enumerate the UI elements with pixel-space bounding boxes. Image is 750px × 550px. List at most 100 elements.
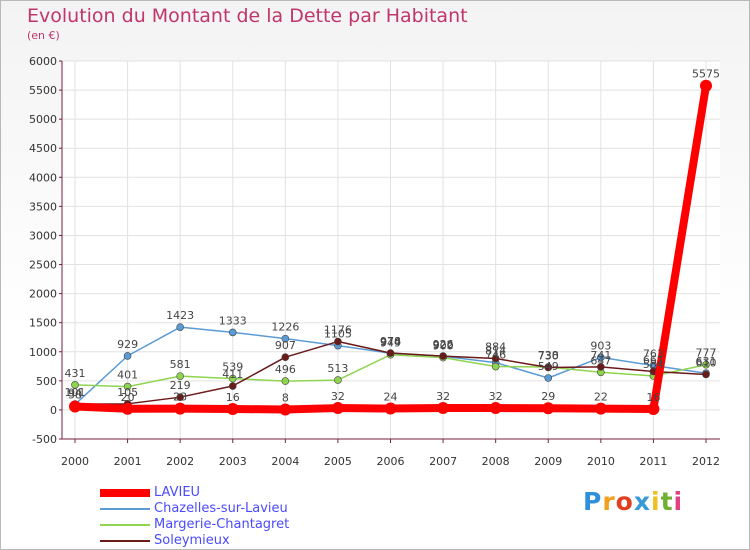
data-label: 431 [65, 367, 86, 380]
data-label: 219 [170, 379, 191, 392]
data-point-soleymieux [176, 393, 184, 401]
proxiti-logo: Proxiti [583, 487, 683, 516]
data-label: 101 [65, 386, 86, 399]
legend-label: Margerie-Chantagret [154, 517, 290, 532]
x-tick-label: 2010 [587, 455, 615, 468]
data-label: 513 [327, 362, 348, 375]
data-point-soleymieux [281, 353, 290, 361]
data-point-margerie-chantagret [281, 377, 290, 385]
data-label: 401 [117, 369, 138, 382]
data-point-lavieu [594, 402, 607, 415]
data-point-soleymieux [597, 363, 605, 371]
data-label: 8 [282, 391, 289, 404]
data-label: 922 [433, 338, 454, 351]
data-label: 741 [590, 349, 611, 362]
data-point-soleymieux [386, 349, 395, 357]
data-point-lavieu [647, 402, 660, 415]
data-point-lavieu [279, 403, 292, 416]
x-tick-label: 2006 [377, 455, 405, 468]
data-point-lavieu [331, 402, 344, 415]
data-label: 661 [643, 353, 664, 366]
data-label: 496 [275, 363, 296, 376]
chart-subtitle: (en €) [27, 29, 60, 42]
y-tick-label: -500 [32, 433, 57, 446]
logo-letter: i [673, 487, 684, 516]
data-label: 949 [380, 337, 401, 350]
legend-label: Chazelles-sur-Lavieu [154, 501, 288, 516]
data-point-chazelles-sur-lavieu [544, 374, 553, 382]
logo-letter: o [615, 487, 634, 516]
y-tick-label: 2000 [29, 288, 57, 301]
data-label: 16 [646, 391, 660, 404]
data-label: 978 [380, 335, 401, 348]
data-point-margerie-chantagret [176, 372, 184, 380]
data-label: 929 [117, 338, 138, 351]
data-label: 1423 [166, 309, 194, 322]
data-point-soleymieux [439, 352, 447, 360]
data-label: 903 [590, 339, 611, 352]
x-tick-label: 2007 [429, 455, 457, 468]
data-point-margerie-chantagret [702, 360, 710, 369]
data-label: 610 [696, 356, 717, 369]
data-label: 1333 [219, 314, 247, 327]
data-point-lavieu [69, 400, 81, 413]
data-label: 24 [384, 391, 398, 404]
data-point-margerie-chantagret [228, 374, 237, 383]
x-tick-label: 2000 [61, 455, 89, 468]
y-tick-label: 5500 [29, 84, 57, 97]
y-tick-label: 5000 [29, 113, 57, 126]
data-label: 58 [68, 389, 82, 402]
data-point-soleymieux [228, 382, 237, 390]
data-point-lavieu [489, 402, 502, 415]
y-tick-label: 3000 [29, 229, 57, 242]
y-tick-label: 500 [36, 375, 57, 388]
data-label: 814 [485, 345, 506, 358]
data-label: 29 [541, 390, 555, 403]
data-label: 32 [331, 390, 345, 403]
logo-letter: r [602, 487, 616, 516]
data-label: 631 [696, 355, 717, 368]
data-label: 763 [643, 348, 664, 361]
legend-swatch [100, 508, 150, 510]
y-tick-label: 2500 [29, 259, 57, 272]
data-point-lavieu [174, 402, 187, 415]
data-label: 549 [538, 360, 559, 373]
legend-label: LAVIEU [154, 485, 201, 500]
x-tick-label: 2005 [324, 455, 352, 468]
data-point-lavieu [437, 402, 450, 415]
data-point-chazelles-sur-lavieu [228, 328, 237, 337]
data-label: 32 [436, 390, 450, 403]
data-point-margerie-chantagret [123, 382, 132, 391]
x-tick-label: 2009 [534, 455, 562, 468]
y-tick-label: 4500 [29, 142, 57, 155]
data-label: 105 [117, 386, 138, 399]
data-point-lavieu [700, 79, 712, 92]
data-label: 581 [170, 358, 191, 371]
x-tick-label: 2001 [114, 455, 142, 468]
data-label: 22 [594, 391, 608, 404]
data-point-chazelles-sur-lavieu [597, 353, 605, 362]
x-tick-label: 2003 [219, 455, 247, 468]
data-label: 32 [489, 390, 503, 403]
legend-swatch [100, 524, 150, 526]
legend-swatch [100, 489, 150, 497]
y-tick-label: 1500 [29, 317, 57, 330]
data-label: 730 [538, 349, 559, 362]
data-point-lavieu [542, 402, 555, 415]
x-tick-label: 2002 [166, 455, 194, 468]
data-label: 1226 [271, 321, 299, 334]
x-tick-label: 2011 [639, 455, 667, 468]
logo-letter: P [583, 487, 603, 516]
data-point-chazelles-sur-lavieu [176, 323, 184, 331]
x-tick-label: 2008 [482, 455, 510, 468]
data-point-lavieu [384, 402, 397, 415]
data-label: 1105 [324, 328, 352, 341]
data-label: 777 [696, 347, 717, 360]
data-point-soleymieux [544, 363, 553, 372]
y-tick-label: 0 [50, 404, 57, 417]
data-label: 647 [590, 354, 611, 367]
data-label: 584 [643, 358, 664, 371]
chart-title: Evolution du Montant de la Dette par Hab… [27, 5, 468, 27]
data-label: 23 [173, 391, 187, 404]
